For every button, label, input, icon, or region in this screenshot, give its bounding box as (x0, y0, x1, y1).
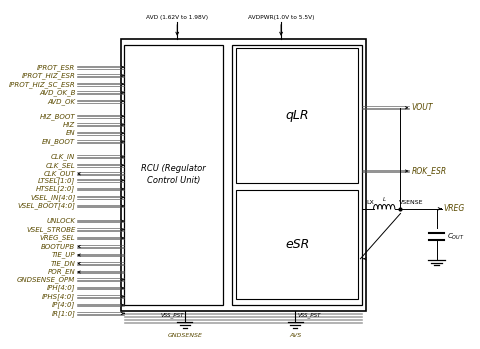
Text: IPROT_HIZ_ESR: IPROT_HIZ_ESR (22, 72, 75, 79)
Text: AVD_OK_B: AVD_OK_B (39, 89, 75, 96)
Text: GNDSENSE_OPM: GNDSENSE_OPM (17, 276, 75, 283)
Text: TIE_DN: TIE_DN (50, 260, 75, 267)
Text: AVS: AVS (289, 333, 301, 339)
Text: BOOTUPB: BOOTUPB (41, 244, 75, 250)
Text: HTSEL[2:0]: HTSEL[2:0] (36, 186, 75, 192)
Text: LTSEL[1:0]: LTSEL[1:0] (38, 177, 75, 184)
Bar (124, 45, 223, 305)
Text: EN: EN (66, 130, 75, 136)
Text: L: L (383, 197, 386, 202)
Bar (236, 190, 359, 299)
Text: GNDSENSE: GNDSENSE (168, 333, 202, 339)
Text: LX: LX (366, 200, 374, 205)
Text: AVDPWR(1.0V to 5.5V): AVDPWR(1.0V to 5.5V) (248, 15, 314, 20)
Text: VSS_PST: VSS_PST (298, 313, 321, 318)
Text: AVD (1.62V to 1.98V): AVD (1.62V to 1.98V) (146, 15, 208, 20)
Text: VSS_PST: VSS_PST (161, 313, 184, 318)
Text: VSEL_IN[4:0]: VSEL_IN[4:0] (30, 194, 75, 201)
Text: eSR: eSR (285, 238, 309, 251)
Text: VREG_SEL: VREG_SEL (40, 235, 75, 242)
Text: HIZ: HIZ (63, 122, 75, 128)
Text: UNLOCK: UNLOCK (46, 218, 75, 224)
Text: $C_{OUT}$: $C_{OUT}$ (447, 232, 465, 242)
Bar (120, 39, 366, 311)
Text: IP[4:0]: IP[4:0] (52, 302, 75, 309)
Text: VSEL_STROBE: VSEL_STROBE (26, 226, 75, 233)
Text: qLR: qLR (286, 109, 309, 122)
Text: EN_BOOT: EN_BOOT (42, 138, 75, 145)
Text: IPHS[4:0]: IPHS[4:0] (42, 293, 75, 300)
Text: VREG: VREG (444, 204, 465, 213)
Text: CLK_SEL: CLK_SEL (46, 162, 75, 169)
Text: IPROT_HIZ_SC_ESR: IPROT_HIZ_SC_ESR (9, 81, 75, 88)
Text: AVD_OK: AVD_OK (47, 98, 75, 105)
Text: CLK_OUT: CLK_OUT (44, 170, 75, 177)
Text: VSENSE: VSENSE (398, 200, 423, 205)
Text: IPH[4:0]: IPH[4:0] (47, 285, 75, 291)
Text: ROK_ESR: ROK_ESR (411, 166, 446, 176)
Text: CLK_IN: CLK_IN (51, 154, 75, 160)
Text: HIZ_BOOT: HIZ_BOOT (40, 113, 75, 120)
Text: POR_EN: POR_EN (48, 269, 75, 275)
Text: VSEL_BOOT[4:0]: VSEL_BOOT[4:0] (17, 202, 75, 209)
Text: IPROT_ESR: IPROT_ESR (37, 64, 75, 70)
Text: IR[1:0]: IR[1:0] (51, 310, 75, 317)
Text: VOUT: VOUT (411, 103, 433, 112)
Text: TIE_UP: TIE_UP (52, 252, 75, 258)
Bar (236, 48, 359, 183)
Bar (232, 45, 362, 305)
Text: RCU (Regulator
Control Unit): RCU (Regulator Control Unit) (141, 164, 206, 185)
